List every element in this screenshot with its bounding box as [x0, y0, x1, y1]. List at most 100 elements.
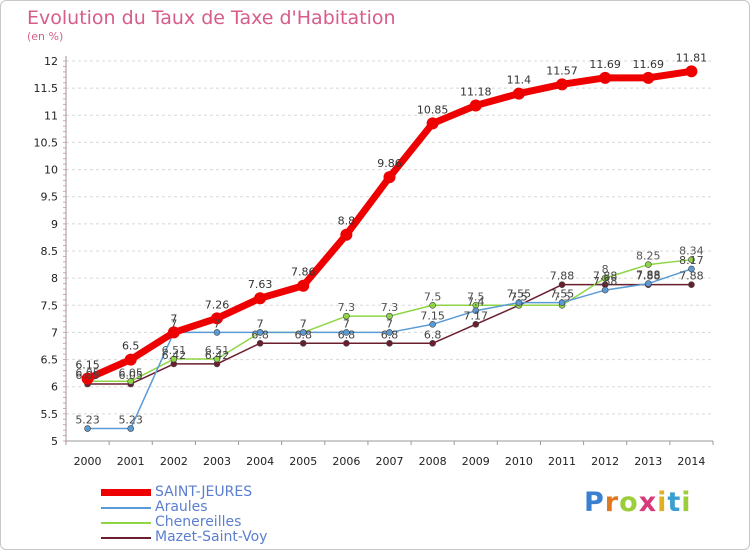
x-tick-label: 2003 — [203, 455, 231, 468]
data-point — [558, 299, 566, 306]
data-point — [426, 117, 439, 130]
legend-label-mazet-saint-voy: Mazet-Saint-Voy — [155, 529, 268, 545]
data-label: 7.88 — [593, 270, 618, 283]
data-label: 7 — [300, 317, 307, 330]
data-point — [685, 65, 698, 78]
x-tick-label: 2004 — [246, 455, 274, 468]
data-point — [429, 339, 436, 347]
y-tick-label: 12 — [44, 55, 58, 68]
data-label: 7.55 — [507, 288, 532, 301]
y-tick-label: 7 — [51, 326, 58, 339]
data-label: 7.86 — [291, 266, 316, 279]
data-label: 7.63 — [248, 278, 273, 291]
data-label: 7.55 — [550, 288, 575, 301]
data-label: 11.81 — [676, 51, 708, 64]
data-point — [256, 339, 264, 347]
data-label: 7 — [213, 317, 220, 330]
data-point — [688, 281, 695, 288]
data-point — [642, 71, 655, 84]
logo-letter: i — [657, 487, 668, 518]
legend-swatch-araules — [101, 507, 151, 509]
proxiti-logo: Proxiti — [584, 487, 692, 518]
data-point — [472, 320, 480, 328]
data-label: 7 — [343, 317, 350, 330]
data-point — [343, 329, 350, 336]
y-tick-label: 9.5 — [41, 191, 59, 204]
data-point — [556, 78, 569, 91]
y-tick-label: 8.5 — [41, 245, 59, 258]
data-label: 7.88 — [593, 275, 618, 288]
x-tick-label: 2011 — [548, 455, 576, 468]
y-tick-label: 10 — [44, 164, 58, 177]
data-point — [213, 329, 221, 336]
data-label: 7.15 — [420, 309, 445, 322]
grid-layer — [66, 60, 713, 442]
data-label: 6.8 — [294, 328, 312, 341]
data-label: 6.05 — [118, 366, 143, 379]
logo-letter: r — [604, 487, 620, 518]
data-point — [601, 286, 609, 294]
data-label: 8.25 — [636, 250, 661, 263]
data-point — [84, 425, 91, 432]
data-label: 5.23 — [118, 414, 143, 427]
data-label: 7.88 — [636, 270, 661, 283]
x-tick-label: 2009 — [462, 455, 490, 468]
y-tick-label: 11 — [44, 109, 58, 122]
data-label: 7.88 — [550, 270, 575, 283]
data-label: 7 — [300, 317, 307, 330]
y-tick-label: 5.5 — [41, 408, 59, 421]
data-label: 7 — [386, 317, 393, 330]
chart-unit: (en %) — [27, 30, 64, 43]
data-label: 6.05 — [75, 366, 100, 379]
data-point — [343, 312, 350, 320]
data-point — [213, 355, 221, 363]
logo-letter: o — [619, 487, 639, 518]
data-label: 11.69 — [633, 58, 665, 71]
data-label: 6.51 — [162, 344, 187, 357]
data-label: 6.42 — [205, 349, 230, 362]
data-point — [429, 320, 436, 328]
x-tick-label: 2005 — [289, 455, 317, 468]
y-tick-label: 8 — [51, 272, 58, 285]
data-label: 5.23 — [75, 414, 100, 427]
data-label: 6.8 — [424, 328, 442, 341]
data-label: 8.8 — [338, 215, 356, 228]
y-tick-label: 6 — [51, 381, 58, 394]
data-point — [472, 307, 480, 315]
y-tick-label: 5 — [51, 435, 58, 448]
data-point — [254, 292, 267, 305]
x-tick-label: 2000 — [74, 455, 102, 468]
data-label: 7.4 — [467, 296, 485, 309]
x-tick-label: 2014 — [677, 455, 705, 468]
data-point — [644, 280, 652, 287]
data-label: 6.15 — [75, 359, 100, 372]
data-label: 7 — [257, 317, 264, 330]
data-point — [256, 329, 264, 336]
data-label: 7.5 — [467, 290, 485, 303]
data-point — [167, 326, 180, 339]
x-tick-label: 2013 — [634, 455, 662, 468]
x-tick-label: 2001 — [117, 455, 145, 468]
data-label-layer: 6.15 6.5 7 7.26 7.63 7.86 8.8 9.86 10.85 11.18 11.… — [75, 51, 707, 426]
data-point — [512, 87, 525, 100]
data-label: 11.4 — [507, 74, 532, 87]
y-tick-label: 6.5 — [41, 354, 59, 367]
data-point — [688, 265, 695, 273]
data-label: 10.85 — [417, 103, 449, 116]
legend-label-saint-jeures: SAINT-JEURES — [155, 484, 253, 500]
data-label: 6.51 — [205, 344, 230, 357]
legend-label-chenereilles: Chenereilles — [155, 514, 242, 530]
data-point — [127, 425, 134, 432]
y-tick-label: 10.5 — [34, 136, 59, 149]
data-label: 7.5 — [424, 290, 442, 303]
data-point — [469, 99, 482, 112]
data-point — [601, 274, 609, 282]
x-tick-label: 2008 — [419, 455, 447, 468]
data-point — [210, 312, 223, 325]
data-point — [340, 228, 353, 241]
data-label: 7 — [257, 317, 264, 330]
data-label: 9.86 — [377, 157, 402, 170]
y-tick-label: 7.5 — [41, 299, 59, 312]
